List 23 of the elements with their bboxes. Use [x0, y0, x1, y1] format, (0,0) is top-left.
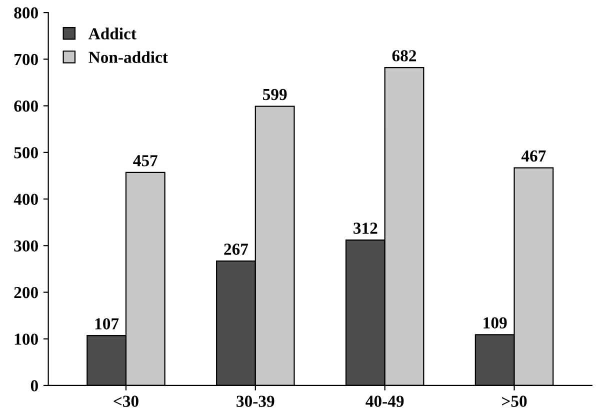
y-tick-label: 400 — [14, 194, 38, 205]
y-tick-label: 600 — [14, 100, 38, 112]
y-tick-label: 700 — [14, 54, 38, 66]
y-tick-label: 800 — [14, 7, 38, 19]
y-tick-label: 500 — [14, 147, 38, 158]
y-tick-label: 300 — [14, 240, 38, 252]
data-label: 109 — [484, 317, 507, 329]
data-label: 312 — [354, 222, 378, 234]
data-label: 267 — [224, 244, 248, 255]
x-tick-label: 40-49 — [366, 396, 404, 407]
data-label: 682 — [392, 50, 416, 62]
y-tick-label: 0 — [30, 380, 38, 392]
y-tick-label: 200 — [14, 286, 38, 298]
legend-label: Non-addict — [88, 51, 168, 63]
data-label: 457 — [133, 155, 158, 166]
data-label: 467 — [521, 150, 546, 162]
x-tick-label: >50 — [502, 396, 527, 407]
legend-label: Addict — [88, 28, 136, 40]
data-label: 599 — [262, 88, 287, 100]
x-tick-label: <30 — [114, 396, 138, 407]
y-tick-label: 100 — [14, 334, 38, 345]
data-label: 107 — [95, 318, 119, 330]
x-tick-label: 30-39 — [236, 396, 274, 407]
